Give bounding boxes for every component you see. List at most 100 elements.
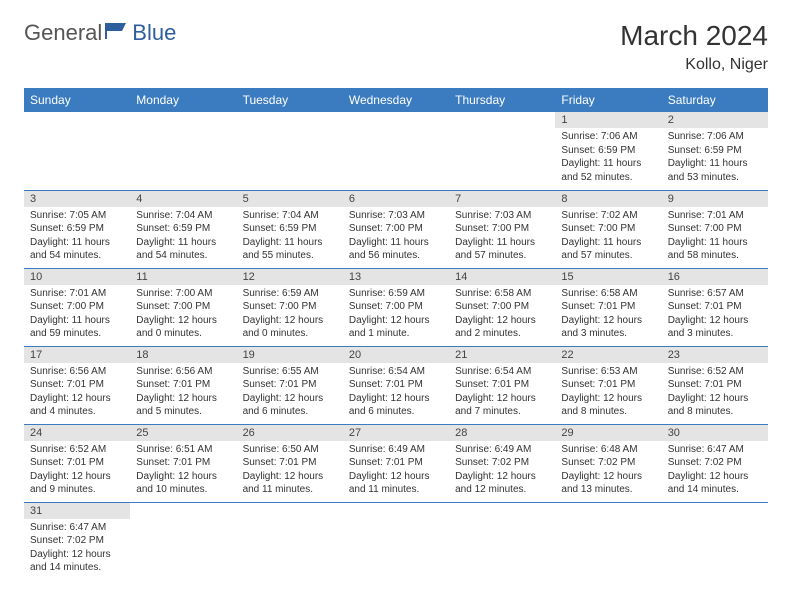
calendar-header-row: Sunday Monday Tuesday Wednesday Thursday… — [24, 88, 768, 112]
sunset-text: Sunset: 7:02 PM — [668, 456, 762, 470]
daylight-text: Daylight: 11 hours and 53 minutes. — [668, 157, 762, 184]
sunrise-text: Sunrise: 6:53 AM — [561, 365, 655, 379]
day-number: 4 — [130, 191, 236, 207]
day-content: Sunrise: 6:58 AMSunset: 7:00 PMDaylight:… — [449, 285, 555, 345]
day-number: 11 — [130, 269, 236, 285]
daylight-text: Daylight: 11 hours and 52 minutes. — [561, 157, 655, 184]
daylight-text: Daylight: 12 hours and 5 minutes. — [136, 392, 230, 419]
sunset-text: Sunset: 7:01 PM — [668, 300, 762, 314]
day-number: 6 — [343, 191, 449, 207]
calendar-day-cell: 31Sunrise: 6:47 AMSunset: 7:02 PMDayligh… — [24, 502, 130, 580]
header: General Blue March 2024 Kollo, Niger — [24, 20, 768, 74]
calendar-day-cell — [343, 502, 449, 580]
daylight-text: Daylight: 11 hours and 54 minutes. — [30, 236, 124, 263]
sunrise-text: Sunrise: 7:00 AM — [136, 287, 230, 301]
sunset-text: Sunset: 7:01 PM — [668, 378, 762, 392]
day-number: 10 — [24, 269, 130, 285]
day-number: 23 — [662, 347, 768, 363]
calendar-day-cell: 16Sunrise: 6:57 AMSunset: 7:01 PMDayligh… — [662, 268, 768, 346]
dow-monday: Monday — [130, 88, 236, 112]
brand-text-2: Blue — [132, 20, 176, 46]
daylight-text: Daylight: 12 hours and 14 minutes. — [668, 470, 762, 497]
calendar-day-cell: 26Sunrise: 6:50 AMSunset: 7:01 PMDayligh… — [237, 424, 343, 502]
daylight-text: Daylight: 12 hours and 7 minutes. — [455, 392, 549, 419]
calendar-day-cell: 9Sunrise: 7:01 AMSunset: 7:00 PMDaylight… — [662, 190, 768, 268]
flag-icon — [104, 21, 130, 46]
calendar-day-cell — [237, 112, 343, 190]
day-content: Sunrise: 7:05 AMSunset: 6:59 PMDaylight:… — [24, 207, 130, 267]
day-number: 15 — [555, 269, 661, 285]
day-content: Sunrise: 6:54 AMSunset: 7:01 PMDaylight:… — [449, 363, 555, 423]
sunset-text: Sunset: 7:00 PM — [455, 222, 549, 236]
sunset-text: Sunset: 6:59 PM — [136, 222, 230, 236]
day-number: 3 — [24, 191, 130, 207]
sunset-text: Sunset: 6:59 PM — [668, 144, 762, 158]
day-number: 7 — [449, 191, 555, 207]
sunset-text: Sunset: 7:01 PM — [136, 378, 230, 392]
calendar-week-row: 17Sunrise: 6:56 AMSunset: 7:01 PMDayligh… — [24, 346, 768, 424]
day-content: Sunrise: 7:00 AMSunset: 7:00 PMDaylight:… — [130, 285, 236, 345]
daylight-text: Daylight: 12 hours and 8 minutes. — [561, 392, 655, 419]
calendar-day-cell: 12Sunrise: 6:59 AMSunset: 7:00 PMDayligh… — [237, 268, 343, 346]
daylight-text: Daylight: 12 hours and 0 minutes. — [243, 314, 337, 341]
sunrise-text: Sunrise: 6:50 AM — [243, 443, 337, 457]
sunset-text: Sunset: 6:59 PM — [243, 222, 337, 236]
title-block: March 2024 Kollo, Niger — [620, 20, 768, 74]
sunset-text: Sunset: 7:01 PM — [243, 456, 337, 470]
daylight-text: Daylight: 11 hours and 58 minutes. — [668, 236, 762, 263]
daylight-text: Daylight: 12 hours and 12 minutes. — [455, 470, 549, 497]
day-content: Sunrise: 7:06 AMSunset: 6:59 PMDaylight:… — [662, 128, 768, 188]
day-number: 27 — [343, 425, 449, 441]
day-content: Sunrise: 7:01 AMSunset: 7:00 PMDaylight:… — [662, 207, 768, 267]
day-number: 26 — [237, 425, 343, 441]
day-number: 17 — [24, 347, 130, 363]
calendar-day-cell — [662, 502, 768, 580]
sunrise-text: Sunrise: 7:01 AM — [30, 287, 124, 301]
day-number: 24 — [24, 425, 130, 441]
daylight-text: Daylight: 12 hours and 4 minutes. — [30, 392, 124, 419]
dow-friday: Friday — [555, 88, 661, 112]
sunset-text: Sunset: 6:59 PM — [561, 144, 655, 158]
day-number: 14 — [449, 269, 555, 285]
calendar-body: 1Sunrise: 7:06 AMSunset: 6:59 PMDaylight… — [24, 112, 768, 580]
day-number: 30 — [662, 425, 768, 441]
sunrise-text: Sunrise: 6:55 AM — [243, 365, 337, 379]
sunrise-text: Sunrise: 6:59 AM — [349, 287, 443, 301]
calendar-day-cell: 21Sunrise: 6:54 AMSunset: 7:01 PMDayligh… — [449, 346, 555, 424]
calendar-day-cell: 14Sunrise: 6:58 AMSunset: 7:00 PMDayligh… — [449, 268, 555, 346]
sunset-text: Sunset: 7:02 PM — [561, 456, 655, 470]
day-content: Sunrise: 6:59 AMSunset: 7:00 PMDaylight:… — [343, 285, 449, 345]
day-content: Sunrise: 6:52 AMSunset: 7:01 PMDaylight:… — [24, 441, 130, 501]
day-content: Sunrise: 6:47 AMSunset: 7:02 PMDaylight:… — [662, 441, 768, 501]
dow-wednesday: Wednesday — [343, 88, 449, 112]
daylight-text: Daylight: 12 hours and 3 minutes. — [561, 314, 655, 341]
day-number: 2 — [662, 112, 768, 128]
sunrise-text: Sunrise: 6:54 AM — [349, 365, 443, 379]
sunrise-text: Sunrise: 6:51 AM — [136, 443, 230, 457]
calendar-day-cell: 11Sunrise: 7:00 AMSunset: 7:00 PMDayligh… — [130, 268, 236, 346]
sunrise-text: Sunrise: 6:58 AM — [455, 287, 549, 301]
sunset-text: Sunset: 7:01 PM — [30, 456, 124, 470]
day-content: Sunrise: 7:01 AMSunset: 7:00 PMDaylight:… — [24, 285, 130, 345]
calendar-day-cell: 4Sunrise: 7:04 AMSunset: 6:59 PMDaylight… — [130, 190, 236, 268]
day-number: 5 — [237, 191, 343, 207]
sunrise-text: Sunrise: 6:52 AM — [668, 365, 762, 379]
sunrise-text: Sunrise: 6:52 AM — [30, 443, 124, 457]
daylight-text: Daylight: 12 hours and 1 minute. — [349, 314, 443, 341]
day-content: Sunrise: 6:56 AMSunset: 7:01 PMDaylight:… — [24, 363, 130, 423]
calendar-day-cell: 23Sunrise: 6:52 AMSunset: 7:01 PMDayligh… — [662, 346, 768, 424]
day-number: 12 — [237, 269, 343, 285]
daylight-text: Daylight: 12 hours and 10 minutes. — [136, 470, 230, 497]
sunrise-text: Sunrise: 6:47 AM — [30, 521, 124, 535]
day-content: Sunrise: 6:54 AMSunset: 7:01 PMDaylight:… — [343, 363, 449, 423]
sunrise-text: Sunrise: 7:01 AM — [668, 209, 762, 223]
sunrise-text: Sunrise: 6:56 AM — [136, 365, 230, 379]
sunset-text: Sunset: 7:00 PM — [455, 300, 549, 314]
calendar-day-cell — [449, 112, 555, 190]
dow-sunday: Sunday — [24, 88, 130, 112]
day-number: 9 — [662, 191, 768, 207]
daylight-text: Daylight: 11 hours and 59 minutes. — [30, 314, 124, 341]
sunset-text: Sunset: 7:01 PM — [561, 378, 655, 392]
calendar-week-row: 1Sunrise: 7:06 AMSunset: 6:59 PMDaylight… — [24, 112, 768, 190]
calendar-day-cell: 7Sunrise: 7:03 AMSunset: 7:00 PMDaylight… — [449, 190, 555, 268]
